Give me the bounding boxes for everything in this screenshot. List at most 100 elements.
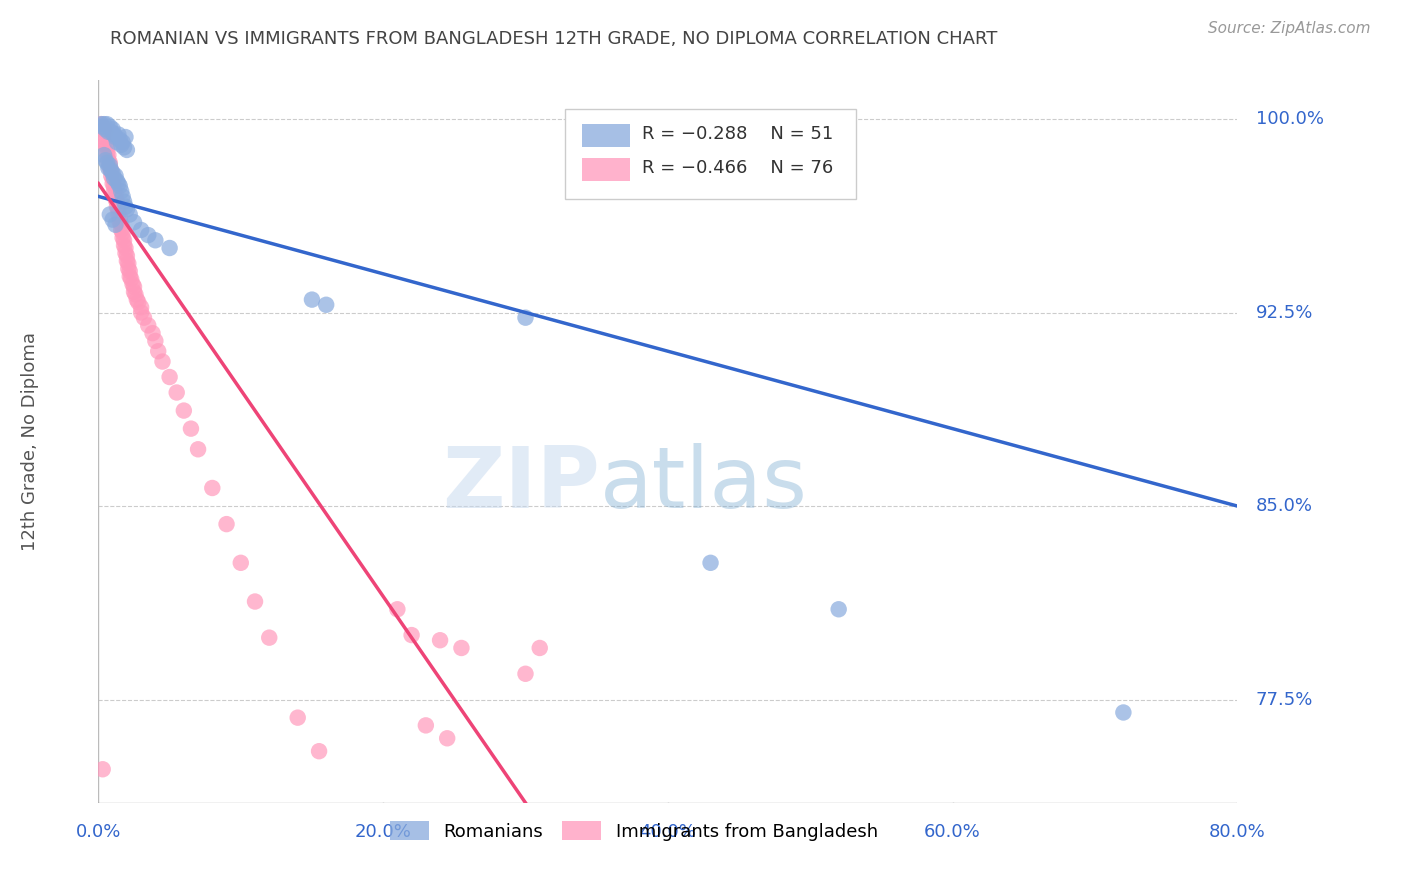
Point xyxy=(121,277,143,292)
Point xyxy=(112,194,135,209)
Point xyxy=(129,301,152,315)
Point xyxy=(429,633,451,648)
Point xyxy=(287,711,309,725)
Point xyxy=(90,117,112,131)
Point xyxy=(136,318,159,333)
Text: 80.0%: 80.0% xyxy=(1209,823,1265,841)
Point xyxy=(104,186,127,201)
Text: 77.5%: 77.5% xyxy=(1256,690,1313,708)
Point xyxy=(115,253,138,268)
Point xyxy=(110,137,132,152)
Point xyxy=(91,762,114,776)
Text: ROMANIAN VS IMMIGRANTS FROM BANGLADESH 12TH GRADE, NO DIPLOMA CORRELATION CHART: ROMANIAN VS IMMIGRANTS FROM BANGLADESH 1… xyxy=(110,29,997,48)
Text: 20.0%: 20.0% xyxy=(354,823,412,841)
FancyBboxPatch shape xyxy=(582,124,630,147)
Point xyxy=(828,602,851,616)
Point xyxy=(515,310,537,325)
Point xyxy=(529,640,551,655)
Point xyxy=(108,215,131,229)
Point xyxy=(96,145,118,160)
Point xyxy=(114,130,136,145)
Point xyxy=(122,279,145,293)
Point xyxy=(103,128,125,142)
Point xyxy=(215,517,238,532)
Point xyxy=(96,117,118,131)
Point xyxy=(515,666,537,681)
Point xyxy=(108,133,131,147)
Point xyxy=(114,246,136,260)
Point xyxy=(141,326,163,340)
Point xyxy=(94,137,117,152)
Point xyxy=(114,200,136,214)
Point xyxy=(100,163,122,178)
Point xyxy=(301,293,323,307)
Point xyxy=(98,158,121,172)
Point xyxy=(118,207,141,221)
Point xyxy=(107,177,129,191)
Point xyxy=(243,594,266,608)
Point xyxy=(136,228,159,243)
Point xyxy=(114,241,136,255)
Point xyxy=(401,628,423,642)
Point xyxy=(97,148,120,162)
Point xyxy=(94,125,117,139)
Point xyxy=(105,194,128,209)
Text: atlas: atlas xyxy=(599,443,807,526)
Point xyxy=(115,202,138,217)
Point xyxy=(129,305,152,319)
Point xyxy=(107,128,129,142)
Text: 60.0%: 60.0% xyxy=(924,823,981,841)
Point xyxy=(118,269,141,284)
Point xyxy=(100,163,122,178)
Point xyxy=(111,189,134,203)
Point xyxy=(93,135,115,149)
Point xyxy=(104,218,127,232)
Point xyxy=(107,202,129,217)
Point xyxy=(387,602,409,616)
Point xyxy=(101,212,124,227)
Point xyxy=(104,192,127,206)
Text: 100.0%: 100.0% xyxy=(1256,110,1324,128)
Point xyxy=(118,264,141,278)
FancyBboxPatch shape xyxy=(565,109,856,200)
Point xyxy=(100,169,122,183)
Text: R = −0.466    N = 76: R = −0.466 N = 76 xyxy=(641,160,832,178)
Point xyxy=(97,153,120,168)
Point xyxy=(115,143,138,157)
Text: R = −0.288    N = 51: R = −0.288 N = 51 xyxy=(641,126,832,144)
Text: 92.5%: 92.5% xyxy=(1256,303,1313,321)
Point xyxy=(125,293,148,307)
Point xyxy=(98,207,121,221)
Point xyxy=(122,285,145,299)
Point xyxy=(124,287,146,301)
Point xyxy=(101,177,124,191)
Point xyxy=(103,171,125,186)
Point xyxy=(91,130,114,145)
Point xyxy=(91,120,114,134)
Point xyxy=(93,122,115,136)
Point xyxy=(91,120,114,134)
Point xyxy=(129,223,152,237)
Point xyxy=(145,233,167,247)
Point xyxy=(94,122,117,136)
Point xyxy=(105,135,128,149)
Point xyxy=(180,422,202,436)
Point xyxy=(120,272,142,286)
Point xyxy=(98,120,121,134)
Point xyxy=(308,744,330,758)
Point xyxy=(148,344,170,359)
Point xyxy=(152,354,174,368)
Point xyxy=(104,169,127,183)
Point xyxy=(93,117,115,131)
Point xyxy=(97,125,120,139)
Text: 40.0%: 40.0% xyxy=(640,823,696,841)
Point xyxy=(100,125,122,139)
Point xyxy=(315,298,337,312)
Point xyxy=(112,238,135,252)
Point xyxy=(108,179,131,194)
Point xyxy=(450,640,472,655)
Point xyxy=(90,117,112,131)
Point xyxy=(436,731,458,746)
Point xyxy=(101,166,124,180)
Point xyxy=(111,135,134,149)
